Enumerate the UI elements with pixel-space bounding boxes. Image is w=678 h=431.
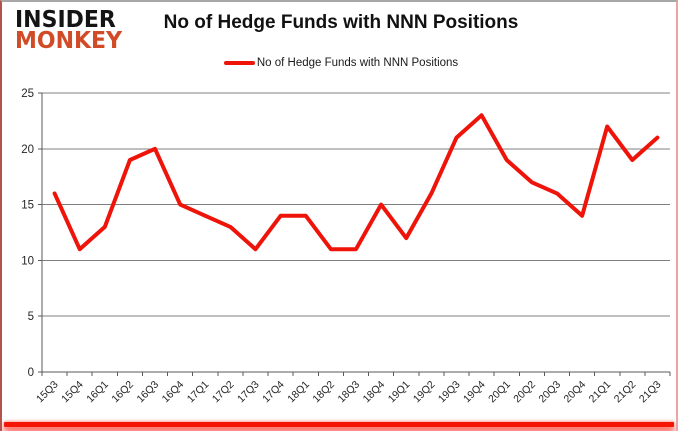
x-axis-tick-label: 20Q3 <box>536 379 563 406</box>
x-axis-tick-label: 20Q4 <box>562 379 589 406</box>
x-axis-tick-label: 21Q1 <box>587 379 614 406</box>
chart-svg: 051015202515Q315Q416Q116Q216Q316Q417Q117… <box>21 88 671 406</box>
insider-monkey-logo: INSIDER MONKEY <box>15 6 123 55</box>
x-axis-tick-label: 16Q3 <box>135 379 162 406</box>
logo-line1: INSIDER <box>15 6 116 34</box>
x-axis-tick-label: 17Q1 <box>185 379 212 406</box>
x-axis-tick-label: 20Q1 <box>486 379 513 406</box>
legend-label: No of Hedge Funds with NNN Positions <box>256 57 459 69</box>
y-axis-tick-label: 10 <box>21 255 34 267</box>
x-axis-tick-label: 16Q4 <box>160 379 187 406</box>
y-axis-tick-label: 20 <box>21 144 34 156</box>
y-axis-tick-label: 15 <box>21 200 34 212</box>
x-axis-tick-label: 19Q4 <box>461 379 488 406</box>
x-axis-tick-label: 21Q2 <box>612 379 639 406</box>
logo-line2: MONKEY <box>15 28 123 55</box>
legend-line-swatch <box>223 61 255 65</box>
x-axis-tick-label: 17Q2 <box>210 379 237 406</box>
x-axis-tick-label: 19Q2 <box>411 379 438 406</box>
bottom-accent-bar <box>4 422 674 427</box>
chart-title: No of Hedge Funds with NNN Positions <box>163 12 519 33</box>
y-axis-tick-label: 5 <box>28 311 34 323</box>
x-axis-tick-label: 17Q3 <box>235 379 262 406</box>
x-axis-tick-label: 19Q3 <box>436 379 463 406</box>
x-axis-tick-label: 15Q3 <box>34 379 61 406</box>
chart-header: No of Hedge Funds with NNN Positions <box>2 12 676 34</box>
x-axis-tick-label: 20Q2 <box>511 379 538 406</box>
x-axis-tick-label: 19Q1 <box>386 379 413 406</box>
x-axis-tick-label: 18Q2 <box>310 379 337 406</box>
x-axis-tick-label: 18Q3 <box>335 379 362 406</box>
chart-legend: No of Hedge Funds with NNN Positions <box>2 57 676 69</box>
series-line <box>52 113 660 252</box>
x-axis-tick-label: 21Q3 <box>637 379 664 406</box>
y-axis-tick-label: 25 <box>21 88 34 100</box>
x-axis-tick-label: 18Q1 <box>285 379 312 406</box>
chart-area: 0 5 10 15 20 25 15Q3 15Q4 16Q1 16Q2 16Q3 16Q4 17Q1 17… <box>2 72 676 431</box>
y-axis-tick-label: 0 <box>28 367 34 379</box>
x-axis-tick-label: 16Q2 <box>109 379 136 406</box>
x-axis-tick-label: 17Q4 <box>260 379 287 406</box>
x-axis-tick-label: 15Q4 <box>59 379 86 406</box>
x-axis-tick-label: 18Q4 <box>361 379 388 406</box>
x-axis-tick-label: 16Q1 <box>84 379 111 406</box>
